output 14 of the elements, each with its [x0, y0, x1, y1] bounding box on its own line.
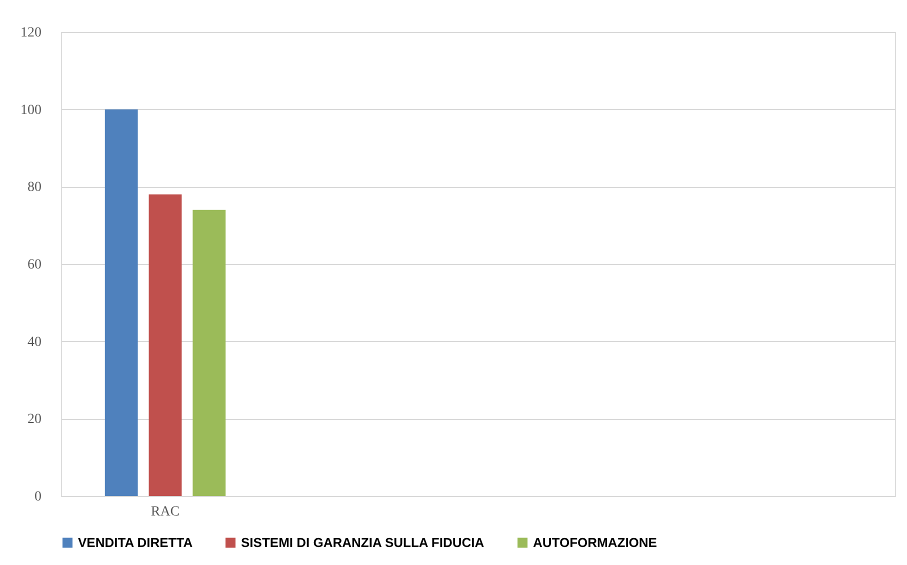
y-tick-label: 0 [34, 490, 42, 504]
y-tick-label: 20 [28, 412, 42, 428]
bar [148, 194, 182, 496]
y-tick-label: 100 [20, 102, 42, 118]
legend-label: SISTEMI DI GARANZIA SULLA FIDUCIA [241, 534, 485, 550]
legend-label: VENDITA DIRETTA [78, 534, 194, 550]
bar [104, 109, 138, 496]
y-tick-label: 40 [28, 334, 42, 350]
y-tick-label: 60 [28, 258, 42, 272]
bar [192, 210, 226, 496]
legend-label: AUTOFORMAZIONE [533, 534, 658, 550]
y-tick-label: 80 [28, 180, 42, 196]
y-tick-label: 120 [20, 26, 42, 40]
x-tick-label: RAC [150, 504, 180, 520]
